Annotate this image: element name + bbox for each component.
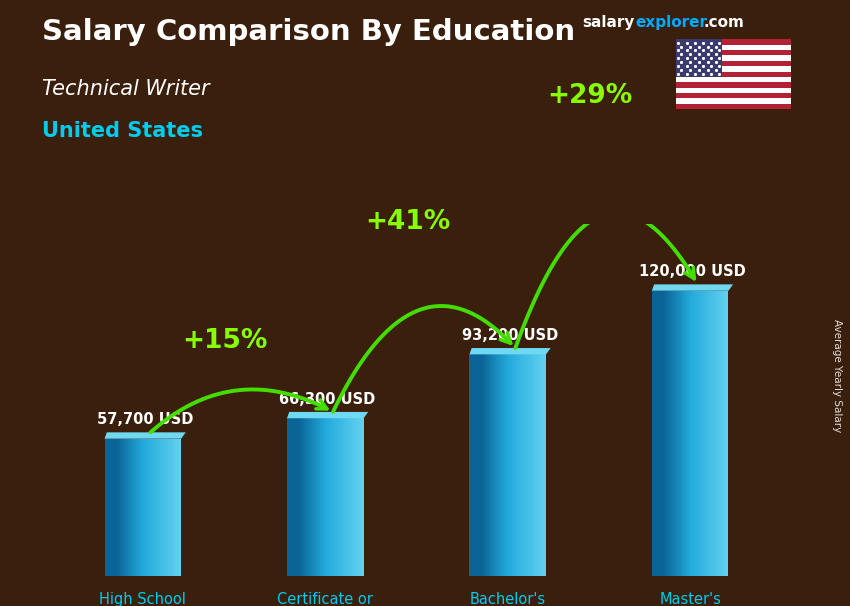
Text: +29%: +29%	[547, 84, 632, 110]
Text: United States: United States	[42, 121, 203, 141]
Text: +15%: +15%	[182, 328, 268, 354]
Text: +41%: +41%	[365, 208, 450, 235]
Text: explorer: explorer	[636, 15, 708, 30]
Text: 66,300 USD: 66,300 USD	[280, 391, 376, 407]
Polygon shape	[287, 412, 368, 418]
Text: salary: salary	[582, 15, 635, 30]
Polygon shape	[652, 284, 733, 291]
Polygon shape	[105, 432, 186, 439]
Text: .com: .com	[704, 15, 745, 30]
Polygon shape	[469, 348, 551, 355]
Text: Average Yearly Salary: Average Yearly Salary	[832, 319, 842, 432]
Text: 93,200 USD: 93,200 USD	[462, 328, 558, 343]
Text: Technical Writer: Technical Writer	[42, 79, 210, 99]
Text: 120,000 USD: 120,000 USD	[639, 264, 745, 279]
Text: 57,700 USD: 57,700 USD	[97, 412, 193, 427]
Text: Salary Comparison By Education: Salary Comparison By Education	[42, 18, 575, 46]
